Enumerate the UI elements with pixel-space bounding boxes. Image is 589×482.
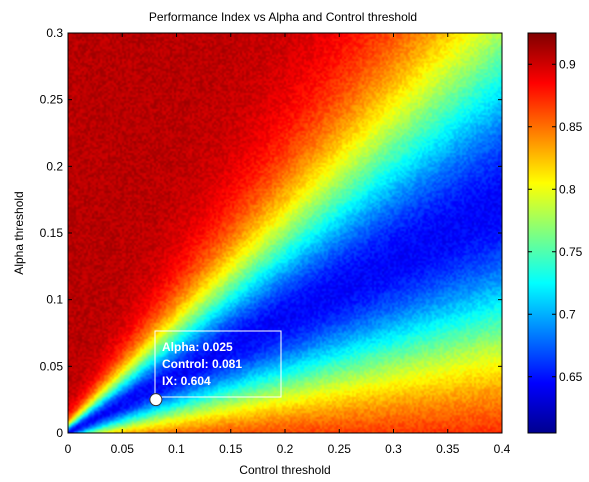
x-axis-label: Control threshold	[239, 463, 330, 477]
colorbar-tick-label: 0.8	[559, 182, 576, 196]
colorbar-gradient	[527, 32, 557, 434]
chart-title: Performance Index vs Alpha and Control t…	[149, 10, 417, 24]
data-tip[interactable]: Alpha: 0.025 Control: 0.081 IX: 0.604	[149, 330, 282, 407]
x-tick-label: 0.15	[219, 442, 243, 456]
x-tick-label: 0.05	[111, 442, 135, 456]
y-axis: 0 0.05 0.1 0.15 0.2 0.25 0.3	[40, 26, 502, 440]
colorbar-tick-label: 0.75	[559, 245, 583, 259]
data-tip-alpha: Alpha: 0.025	[162, 340, 233, 354]
colorbar-ticks: 0.65 0.7 0.75 0.8 0.85 0.9	[528, 57, 583, 384]
data-tip-marker[interactable]	[149, 393, 163, 407]
plot-area	[67, 32, 503, 434]
colorbar-tick-label: 0.7	[559, 307, 576, 321]
y-tick-label: 0.1	[46, 293, 63, 307]
x-tick-label: 0.4	[494, 442, 511, 456]
x-tick-label: 0.35	[436, 442, 460, 456]
y-tick-label: 0.25	[40, 93, 64, 107]
y-tick-label: 0.3	[46, 26, 63, 40]
x-tick-label: 0.25	[328, 442, 352, 456]
y-tick-label: 0.15	[40, 226, 64, 240]
heatmap-field	[68, 33, 502, 433]
x-tick-label: 0.2	[277, 442, 294, 456]
colorbar: 0.65 0.7 0.75 0.8 0.85 0.9	[527, 32, 583, 434]
y-axis-label: Alpha threshold	[12, 191, 26, 274]
data-tip-ix: IX: 0.604	[162, 374, 211, 388]
data-tip-control: Control: 0.081	[162, 357, 242, 371]
y-tick-label: 0.2	[46, 159, 63, 173]
colorbar-tick-label: 0.9	[559, 57, 576, 71]
colorbar-tick-label: 0.85	[559, 120, 583, 134]
x-axis: 0 0.05 0.1 0.15 0.2 0.25 0.3 0.35 0.4	[65, 33, 511, 456]
y-tick-label: 0.05	[40, 359, 64, 373]
colorbar-tick-label: 0.65	[559, 370, 583, 384]
x-tick-label: 0.3	[385, 442, 402, 456]
x-tick-label: 0.1	[168, 442, 185, 456]
y-tick-label: 0	[56, 426, 63, 440]
data-tip-box	[154, 330, 282, 398]
x-tick-label: 0	[65, 442, 72, 456]
